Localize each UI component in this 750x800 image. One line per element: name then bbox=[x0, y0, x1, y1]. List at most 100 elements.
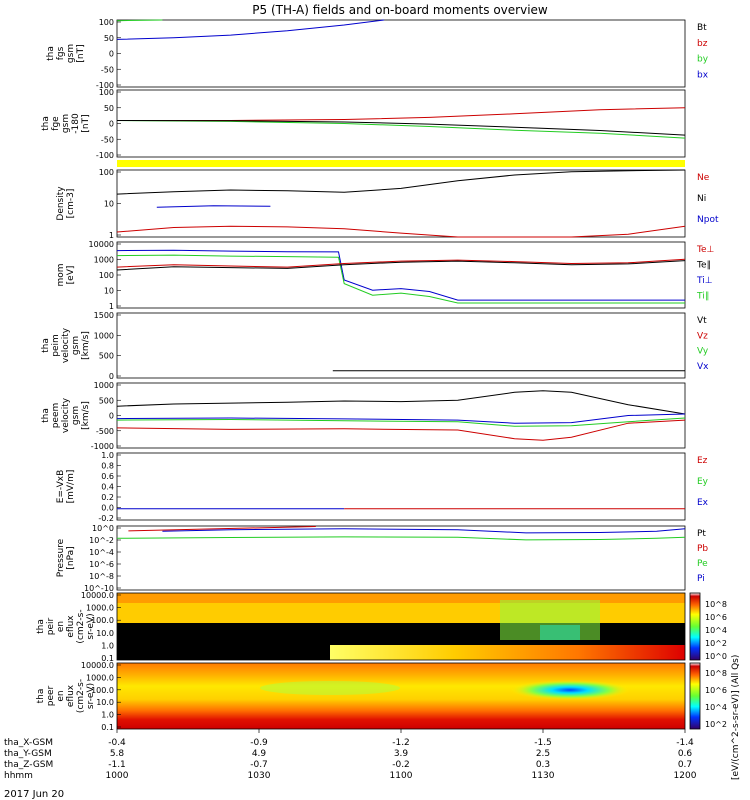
legend-pressure: Pe bbox=[697, 559, 708, 569]
ylabel-line: sr-eV) bbox=[86, 613, 96, 639]
figure-title: P5 (TH-A) fields and on-board moments ov… bbox=[252, 3, 548, 17]
orbit-row-value: 2.5 bbox=[536, 749, 550, 759]
series-mom-Ti⊥ bbox=[116, 249, 685, 301]
ytick-label: 100 bbox=[99, 271, 114, 280]
colorbar-tick: 10^4 bbox=[705, 626, 727, 635]
ylabel-line: sr-eV) bbox=[86, 683, 96, 709]
ytick-label: -50 bbox=[101, 65, 114, 74]
ylabel-line: (cm2-s- bbox=[76, 609, 86, 643]
ytick-label: 1.0 bbox=[101, 641, 114, 650]
series-fge-by bbox=[116, 120, 686, 139]
ylabel-line: Pressure bbox=[56, 538, 66, 577]
ytick-label: 1500 bbox=[94, 311, 114, 320]
panel-efield: 1.0 0.80.6 0.40.2 0.0-0.2 E=-VxB [mV/m] Ez Ey Ex bbox=[56, 451, 709, 523]
orbit-row-value: 0.7 bbox=[678, 760, 692, 770]
orbit-row-label: hhmm bbox=[4, 771, 33, 781]
ytick-label: 10.0 bbox=[96, 629, 114, 638]
ylabel-line: fgs bbox=[56, 46, 66, 60]
ylabel-line: en bbox=[56, 690, 66, 701]
ylabel-line: [nPa] bbox=[66, 546, 76, 569]
ytick-label: 0.1 bbox=[101, 723, 114, 732]
ylabel-line: tha bbox=[36, 689, 46, 704]
series-density-Npot bbox=[156, 205, 271, 208]
legend-efield: Ez bbox=[697, 456, 708, 466]
panel-frame-peim bbox=[116, 312, 686, 379]
legend-mom: Te∥ bbox=[696, 261, 711, 271]
legend-fgs: bz bbox=[697, 39, 708, 49]
ylabel-line: tha bbox=[41, 338, 51, 353]
series-pressure-Pi bbox=[162, 528, 686, 534]
ytick-label: 0.1 bbox=[101, 654, 114, 663]
ytick-label: -50 bbox=[101, 135, 114, 144]
ylabel-line: peer bbox=[46, 685, 56, 706]
ylabel-line: [km/s] bbox=[81, 401, 91, 430]
orbit-row-value: 4.9 bbox=[252, 749, 267, 759]
ytick-label: 10^-2 bbox=[89, 536, 114, 545]
ytick-label: 0 bbox=[109, 120, 114, 129]
ytick-label: 500 bbox=[99, 396, 114, 405]
orbit-row-value: -1.4 bbox=[676, 738, 694, 748]
ylabel-line: peem bbox=[51, 403, 61, 429]
series-peem-Vy bbox=[116, 417, 686, 427]
peer-spectrogram bbox=[117, 663, 685, 729]
orbit-row-value: 1000 bbox=[106, 771, 129, 781]
ytick-label: 0.2 bbox=[101, 493, 114, 502]
orbit-row-value: -0.4 bbox=[108, 738, 126, 748]
orbit-row-value: 1100 bbox=[390, 771, 413, 781]
ytick-label: 10^-6 bbox=[89, 560, 114, 569]
legend-peim: Vx bbox=[697, 362, 709, 372]
orbit-row-label: tha_X-GSM bbox=[4, 738, 53, 748]
ytick-label: 0.4 bbox=[101, 483, 114, 492]
ytick-label: 50 bbox=[104, 34, 114, 43]
orbit-row-value: -0.2 bbox=[392, 760, 410, 770]
series-peem-Vt bbox=[116, 390, 686, 415]
state-bar bbox=[117, 160, 685, 167]
orbit-row-value: -1.5 bbox=[534, 738, 552, 748]
colorbar-tick: 10^2 bbox=[705, 639, 727, 648]
ytick-label: -500 bbox=[96, 427, 114, 436]
panel-peem: 1000 500 0 -500 -1000 tha peem velocity gsm [km/s… bbox=[41, 381, 686, 451]
colorbar-label: [eV/(cm^2-s-sr-eV)] (All Qs) bbox=[731, 655, 741, 780]
ytick-label: 0 bbox=[109, 372, 114, 381]
ylabel-line: [nT] bbox=[76, 44, 86, 62]
orbit-row-value: 0.3 bbox=[536, 760, 550, 770]
ytick-label: 10000.0 bbox=[81, 591, 114, 600]
ylabel-line: eflux bbox=[66, 684, 76, 707]
ylabel-line: peir bbox=[46, 617, 56, 635]
panel-frame-peem bbox=[116, 382, 686, 449]
ylabel-line: (cm2-s- bbox=[76, 679, 86, 713]
panel-frame-fgs bbox=[116, 19, 686, 88]
orbit-row-value: -1.2 bbox=[392, 738, 410, 748]
ylabel-line: [mV/m] bbox=[66, 470, 76, 504]
ylabel-line: velocity bbox=[61, 397, 71, 433]
panel-fge: 100 50 0 -50 -100 tha fge gsm -180 [nT] bbox=[41, 88, 686, 160]
orbit-row-value: 1130 bbox=[532, 771, 555, 781]
panel-frame-efield bbox=[116, 452, 686, 521]
ytick-label: 50 bbox=[104, 104, 114, 113]
ytick-label: 1000.0 bbox=[86, 673, 114, 682]
ytick-label: 10 bbox=[104, 200, 114, 209]
ytick-label: 0.8 bbox=[101, 462, 114, 471]
ylabel-line: [cm-3] bbox=[66, 189, 76, 219]
date-label: 2017 Jun 20 bbox=[4, 789, 64, 800]
legend-pressure: Pb bbox=[697, 544, 708, 554]
ylabel-line: -180 bbox=[71, 113, 81, 134]
ylabel-line: peim bbox=[51, 334, 61, 357]
ytick-label: 100.0 bbox=[91, 616, 114, 625]
ytick-label: 0 bbox=[109, 50, 114, 59]
ylabel-line: E=-VxB bbox=[56, 470, 66, 504]
panel-density: 100 10 1 Density [cm-3] Ne Ni Npot bbox=[56, 168, 719, 240]
orbit-row-value: 1030 bbox=[248, 771, 271, 781]
ytick-label: 10000.0 bbox=[81, 661, 114, 670]
orbit-row-label: tha_Y-GSM bbox=[4, 749, 52, 759]
ylabel-line: tha bbox=[41, 408, 51, 423]
orbit-row-value: -0.9 bbox=[250, 738, 268, 748]
series-density-Ne bbox=[116, 225, 686, 238]
colorbar-tick: 10^2 bbox=[705, 720, 727, 729]
legend-efield: Ey bbox=[697, 477, 709, 487]
ylabel-line: gsm bbox=[61, 114, 71, 133]
orbit-row-value: 5.8 bbox=[110, 749, 125, 759]
legend-pressure: Pi bbox=[697, 574, 705, 584]
series-peem-Vx bbox=[116, 413, 686, 424]
legend-pressure: Pt bbox=[697, 529, 706, 539]
